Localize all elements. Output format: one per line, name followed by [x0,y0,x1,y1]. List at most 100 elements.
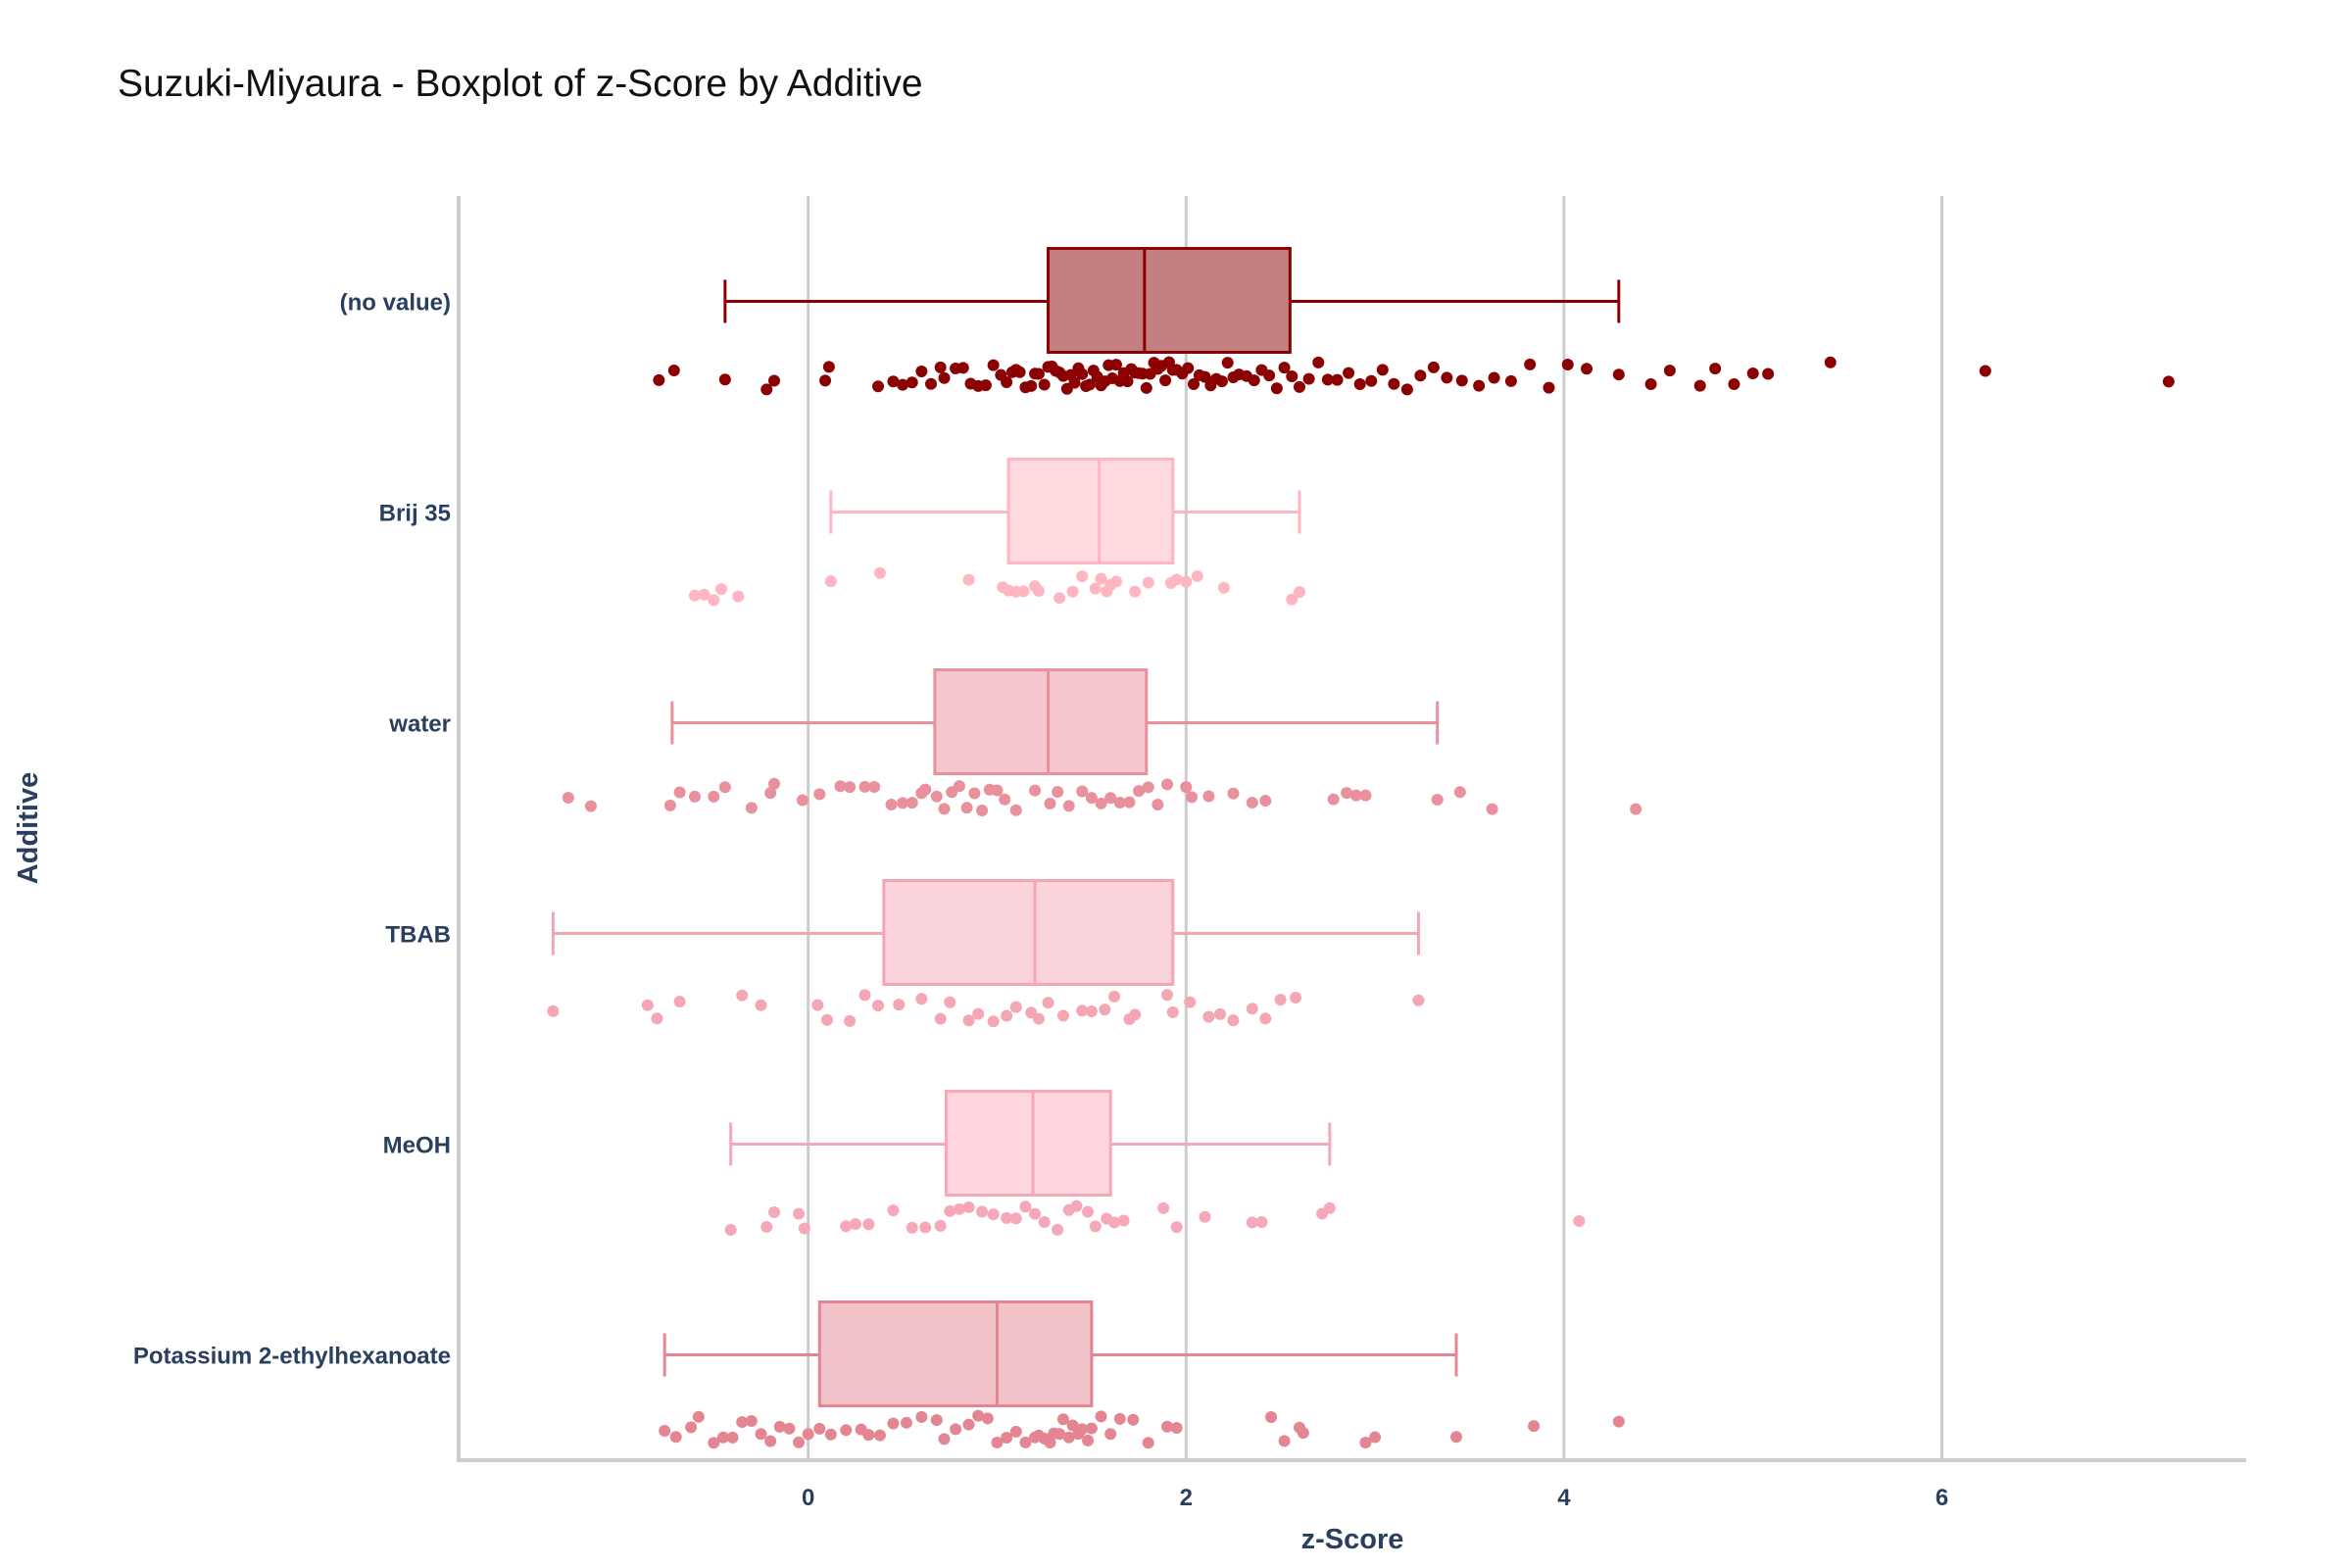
point-potassium-2-ethylhexanoate-9 [755,1428,767,1441]
point-tbab-26 [1099,1004,1111,1016]
point-potassium-2-ethylhexanoate-25 [938,1433,951,1446]
point-tbab-27 [1108,990,1121,1003]
point-brij-35-2 [708,594,720,607]
point-tbab-30 [1161,989,1174,1002]
point-water-26 [968,787,981,800]
point-potassium-2-ethylhexanoate-62 [1612,1415,1625,1428]
point-meoh-2 [767,1206,780,1219]
point-tbab-19 [1009,1001,1022,1013]
point-potassium-2-ethylhexanoate-32 [1009,1425,1022,1438]
point-potassium-2-ethylhexanoate-30 [991,1436,1004,1448]
point-no-value-8 [887,375,900,388]
point-brij-35-5 [824,575,837,588]
point-tbab-13 [934,1012,947,1025]
points-water [562,777,1642,817]
point-tbab-11 [893,999,906,1011]
point-tbab-1 [641,999,654,1011]
point-no-value-104 [1561,358,1574,370]
point-tbab-37 [1259,1012,1272,1025]
point-water-47 [1186,791,1199,804]
point-no-value-98 [1455,374,1468,387]
point-water-32 [1029,784,1042,797]
point-water-36 [1076,785,1089,798]
point-potassium-2-ethylhexanoate-5 [716,1431,729,1444]
point-potassium-2-ethylhexanoate-19 [862,1429,875,1442]
point-brij-35-16 [1076,570,1089,583]
point-potassium-2-ethylhexanoate-59 [1369,1431,1382,1444]
point-potassium-2-ethylhexanoate-13 [793,1436,806,1448]
point-water-7 [745,802,758,814]
point-water-0 [562,792,574,805]
point-water-33 [1044,798,1056,810]
point-tbab-12 [915,993,928,1005]
point-meoh-25 [1082,1205,1095,1218]
point-meoh-26 [1089,1220,1102,1233]
point-brij-35-25 [1170,573,1183,586]
point-no-value-113 [1762,368,1775,380]
x-tick-label-6: 6 [1936,1485,1948,1511]
point-potassium-2-ethylhexanoate-31 [1001,1432,1013,1445]
point-meoh-0 [724,1223,737,1236]
point-meoh-15 [976,1205,989,1218]
y-tick-label-brij-35: Brij 35 [379,501,451,527]
point-tbab-5 [755,999,767,1011]
point-no-value-30 [1038,378,1051,391]
point-meoh-32 [1199,1210,1211,1223]
point-potassium-2-ethylhexanoate-37 [1044,1437,1056,1449]
point-no-value-93 [1388,377,1400,390]
box-tbab [551,879,1420,986]
point-tbab-0 [547,1004,560,1017]
point-tbab-31 [1166,1005,1179,1018]
point-no-value-52 [1121,375,1134,388]
point-water-29 [991,784,1004,797]
y-tick-label-tbab: TBAB [385,922,451,949]
point-no-value-20 [987,359,1000,371]
point-no-value-86 [1312,356,1325,368]
point-no-value-88 [1331,373,1344,386]
point-meoh-22 [1052,1223,1064,1236]
point-meoh-3 [793,1207,806,1220]
point-potassium-2-ethylhexanoate-40 [1056,1413,1069,1426]
point-no-value-42 [1083,378,1096,391]
point-brij-35-11 [1017,585,1030,598]
y-tick-label-no-value: (no value) [340,290,451,317]
point-meoh-21 [1038,1216,1051,1229]
point-no-value-22 [1001,375,1013,388]
x-tick-label-4: 4 [1557,1485,1571,1511]
point-brij-35-21 [1109,575,1122,588]
point-meoh-13 [953,1202,965,1215]
point-potassium-2-ethylhexanoate-7 [736,1416,749,1429]
point-potassium-2-ethylhexanoate-49 [1113,1412,1126,1425]
point-meoh-14 [962,1200,975,1213]
point-meoh-33 [1246,1216,1258,1229]
point-meoh-5 [840,1220,853,1233]
point-no-value-27 [1025,379,1038,392]
point-meoh-19 [1019,1200,1032,1213]
point-no-value-40 [1076,368,1089,380]
point-no-value-9 [897,378,909,391]
point-tbab-38 [1274,994,1287,1006]
point-no-value-13 [934,361,947,373]
point-potassium-2-ethylhexanoate-23 [915,1410,928,1423]
point-no-value-100 [1488,371,1500,384]
point-no-value-49 [1109,359,1122,371]
point-no-value-112 [1746,367,1759,379]
point-water-34 [1052,786,1064,799]
point-potassium-2-ethylhexanoate-17 [840,1424,853,1437]
point-no-value-19 [979,379,992,392]
point-no-value-3 [760,383,773,396]
point-potassium-2-ethylhexanoate-0 [659,1424,671,1437]
point-tbab-4 [736,989,749,1002]
point-potassium-2-ethylhexanoate-54 [1265,1411,1278,1424]
point-brij-35-1 [698,588,710,601]
point-tbab-25 [1085,1005,1098,1018]
point-potassium-2-ethylhexanoate-11 [773,1420,786,1433]
point-water-10 [796,794,808,807]
point-water-15 [868,780,881,793]
point-meoh-28 [1108,1216,1121,1229]
point-water-6 [718,781,731,794]
point-potassium-2-ethylhexanoate-46 [1085,1422,1098,1435]
point-potassium-2-ethylhexanoate-16 [824,1428,837,1441]
point-potassium-2-ethylhexanoate-58 [1359,1436,1372,1448]
